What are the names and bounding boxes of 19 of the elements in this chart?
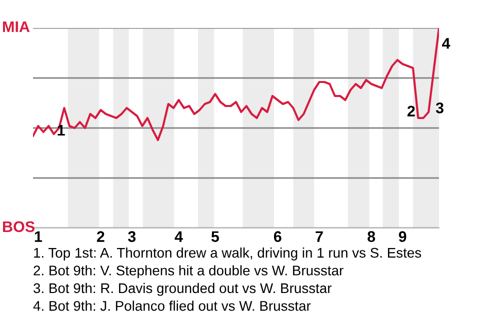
annotation: BOS xyxy=(3,221,35,232)
annotation: 3 xyxy=(436,102,444,114)
x-tick-label: 6 xyxy=(274,231,282,242)
text: MIA xyxy=(3,21,30,32)
text: 4. Bot 9th: J. Polanco flied out vs W. Brusstar xyxy=(33,300,311,311)
text: 3. Bot 9th: R. Davis grounded out vs W. Brusstar xyxy=(34,282,332,296)
x-tick-label: 9 xyxy=(398,231,406,242)
annotation: 2 xyxy=(407,106,415,116)
x-tick-label: 8 xyxy=(368,231,376,242)
x-tick-label: 3 xyxy=(128,231,136,242)
text: 2. Bot 9th: V. Stephens hit a double vs W. Brusstar xyxy=(34,265,344,278)
text: 1. Top 1st: A. Thornton drew a walk, driving in 1 run vs S. Estes xyxy=(34,248,422,260)
text: 4 xyxy=(442,38,450,49)
annotation: 1 xyxy=(58,124,65,136)
x-tick-label: 4 xyxy=(174,231,183,242)
x-tick-label: 5 xyxy=(211,231,220,242)
x-tick-label: 2 xyxy=(96,231,104,242)
x-tick-label: 1 xyxy=(34,231,42,242)
x-tick-label: 7 xyxy=(316,231,323,242)
